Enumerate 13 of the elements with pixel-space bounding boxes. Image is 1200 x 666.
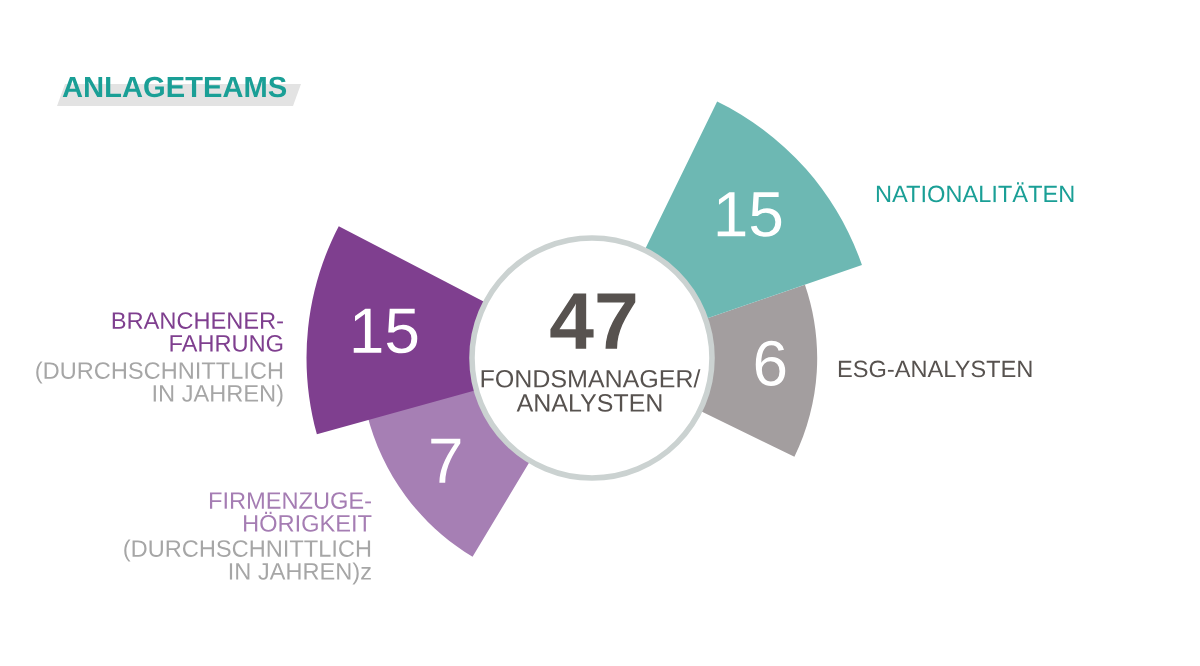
text: ANLAGETEAMS [62,76,287,98]
category-label: ESG-ANALYSTEN [838,360,1032,378]
category-label: FONDSMANAGER/ ANALYSTEN [481,369,701,412]
data-label: 7 [431,438,461,483]
category-label: FIRMENZUGE- HÖRIGKEIT [209,492,372,532]
text: (DURCHSCHNITTLICH IN JAHREN)z [124,539,371,585]
text: (DURCHSCHNITTLICH IN JAHREN) [36,361,283,407]
category-label: BRANCHENER- FAHRUNG [112,312,283,352]
data-label: 6 [755,340,786,387]
data-label: 47 [550,293,636,349]
category-label: NATIONALITÄTEN [876,182,1074,203]
data-label: 15 [717,192,782,237]
data-label: 15 [353,308,418,354]
